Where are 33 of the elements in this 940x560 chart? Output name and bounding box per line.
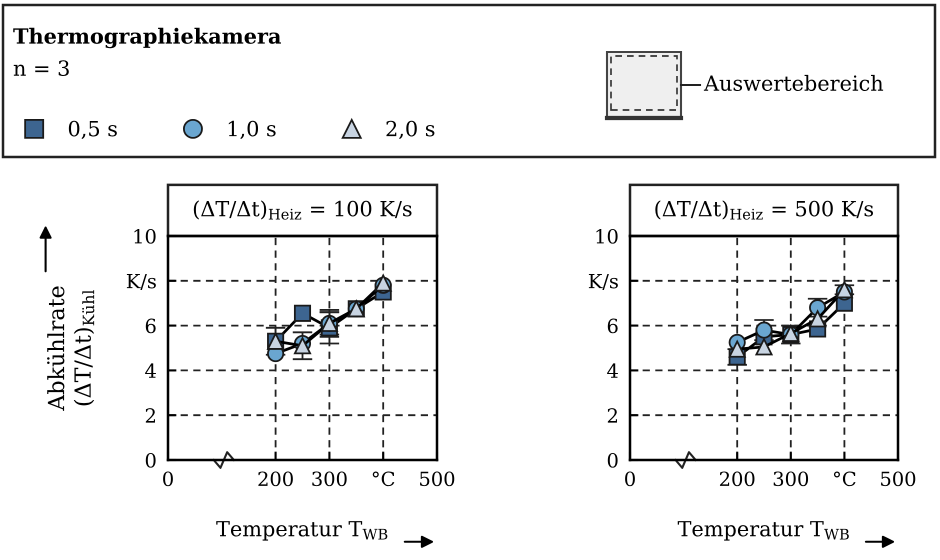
y-tick-label: 10 bbox=[596, 228, 618, 244]
text: Auswertebereich bbox=[704, 74, 884, 92]
x-axis-title: Temperatur T$_{WB}$ bbox=[678, 521, 849, 541]
x-tick-label: °C bbox=[372, 471, 394, 486]
y-tick-label: K/s bbox=[588, 274, 618, 290]
legend-title: Thermographiekamera bbox=[13, 28, 281, 48]
text: n = 3 bbox=[14, 60, 69, 76]
y-tick-label: 0 bbox=[146, 452, 156, 468]
chart-title: (ΔT/Δt)$_{Heiz}$ = 500 K/s bbox=[655, 200, 874, 220]
y-tick-label: 4 bbox=[607, 363, 618, 378]
x-tick-label: 500 bbox=[420, 471, 454, 486]
x-tick-label: 200 bbox=[258, 471, 293, 486]
legend-label: 1,0 s bbox=[228, 120, 276, 139]
y-tick-label: 0 bbox=[608, 452, 618, 468]
x-axis-title: Temperatur T$_{WB}$ bbox=[216, 521, 388, 541]
x-tick-label: 200 bbox=[720, 471, 754, 486]
x-tick-label: 300 bbox=[312, 471, 347, 486]
y-tick-label: 6 bbox=[608, 318, 618, 334]
x-tick-label: °C bbox=[834, 471, 856, 486]
legend-label: 0,5 s bbox=[68, 120, 117, 139]
x-tick-label: 0 bbox=[625, 471, 635, 486]
y-tick-label: 2 bbox=[608, 408, 617, 423]
y-tick-label: 10 bbox=[134, 228, 156, 244]
y-axis-title: Abkühlrate (ΔT/Δt)$_{Kühl}$ bbox=[47, 286, 94, 411]
x-tick-label: 300 bbox=[774, 471, 808, 486]
y-tick-label: 6 bbox=[146, 318, 156, 334]
chart-title: (ΔT/Δt)$_{Heiz}$ = 100 K/s bbox=[194, 200, 412, 220]
y-tick-label: 4 bbox=[145, 363, 156, 378]
y-tick-label: 2 bbox=[146, 408, 155, 423]
x-tick-label: 500 bbox=[881, 471, 916, 486]
x-tick-label: 0 bbox=[163, 471, 173, 486]
y-tick-label: K/s bbox=[126, 274, 156, 290]
legend-label: 2,0 s bbox=[386, 120, 434, 139]
